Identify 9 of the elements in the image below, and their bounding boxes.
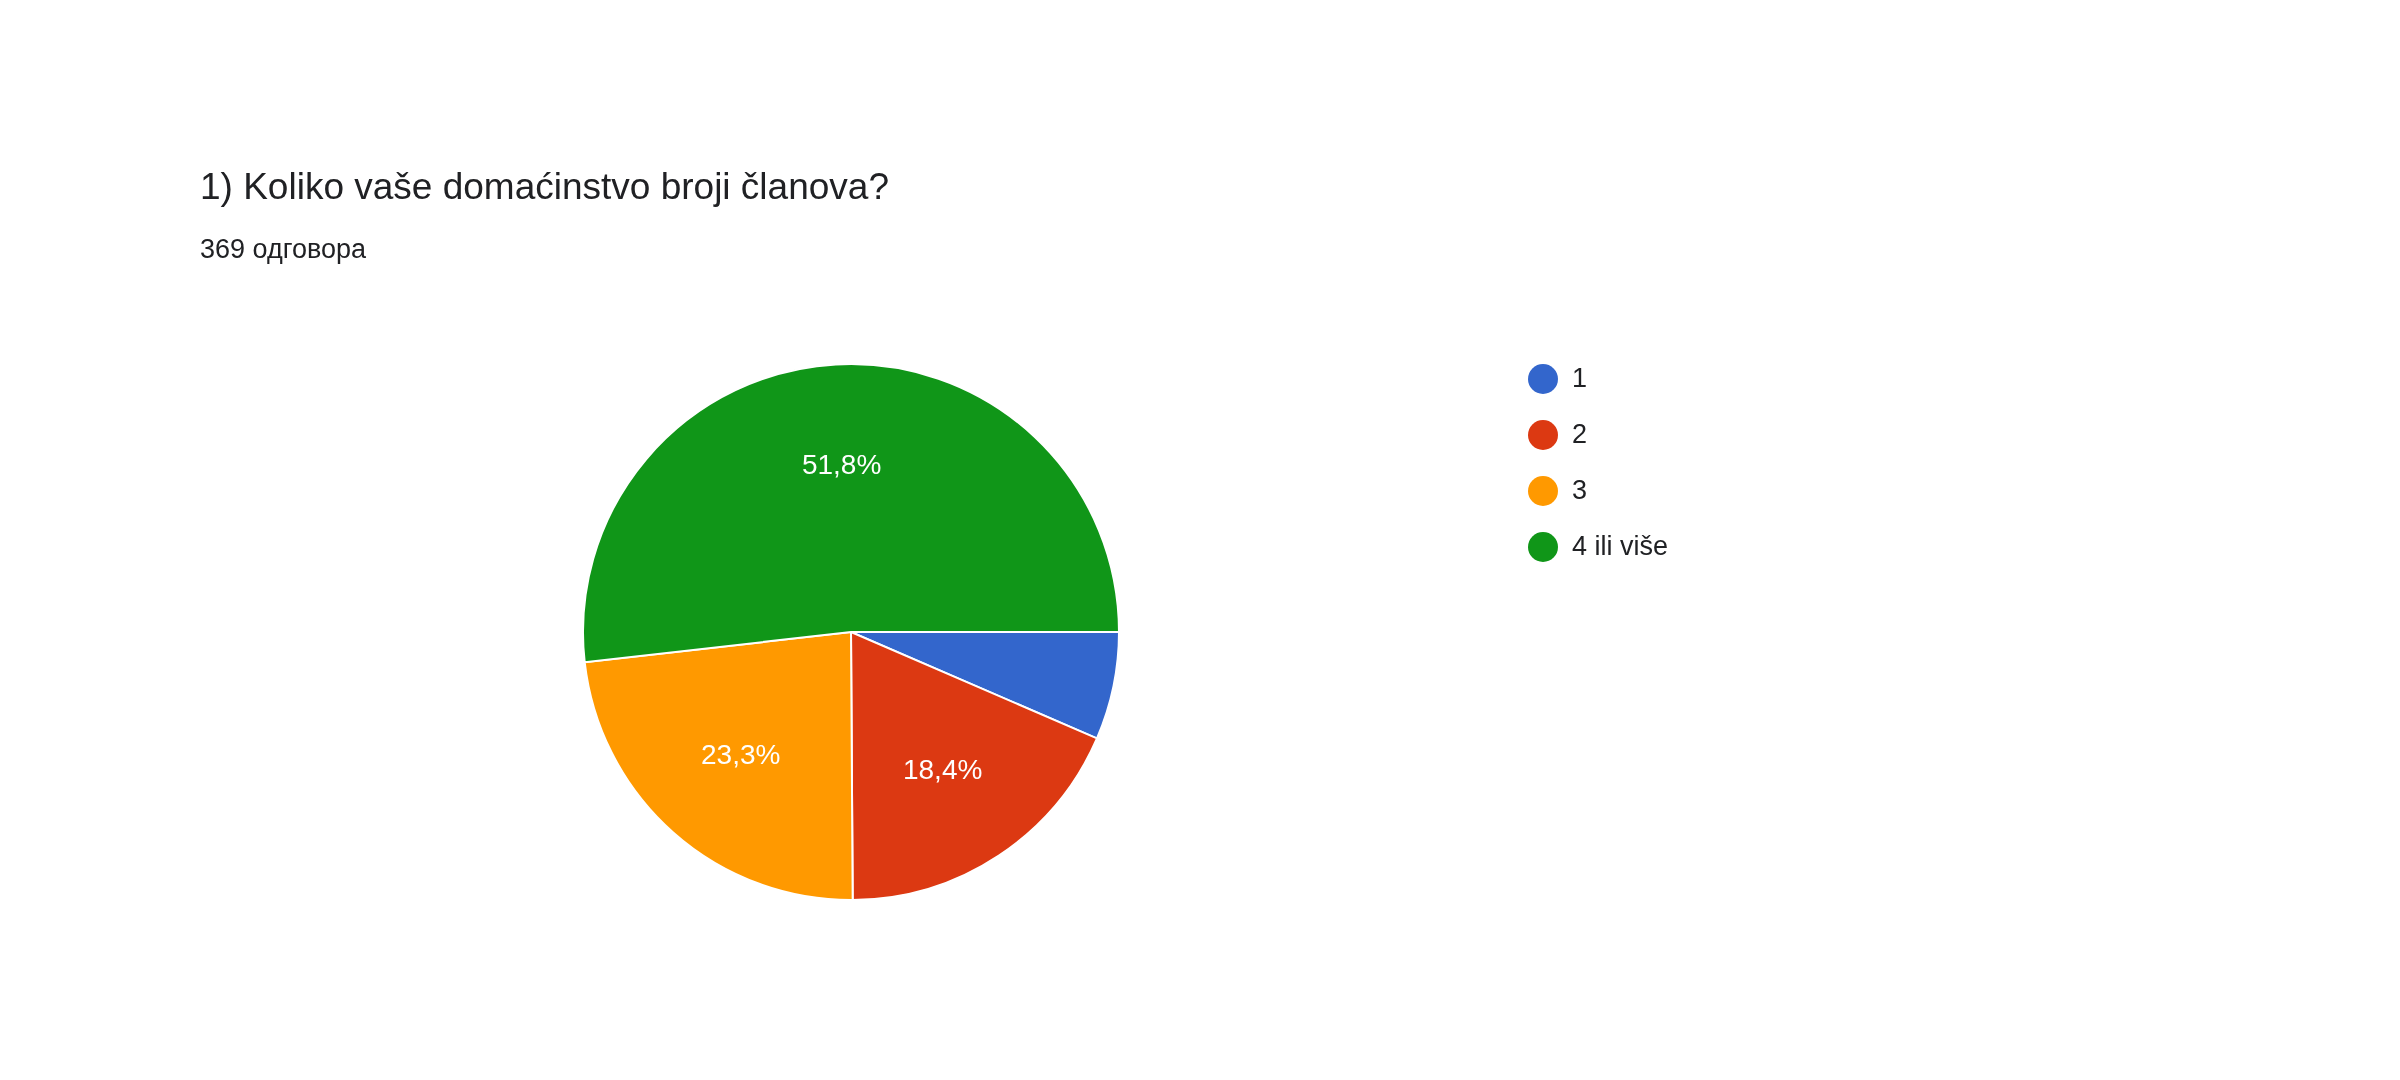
- data-label: 51,8%: [801, 449, 882, 481]
- legend-label: 2: [1572, 419, 1588, 449]
- legend-label: 1: [1572, 363, 1588, 393]
- chart-title: 1) Koliko vaše domaćinstvo broji članova?: [200, 166, 889, 208]
- legend-label: 3: [1572, 475, 1588, 505]
- legend-label: 4 ili više: [1572, 531, 1669, 561]
- text: 369 одговора: [200, 234, 367, 265]
- data-label: 18,4%: [902, 753, 983, 785]
- data-label: 23,3%: [701, 739, 781, 771]
